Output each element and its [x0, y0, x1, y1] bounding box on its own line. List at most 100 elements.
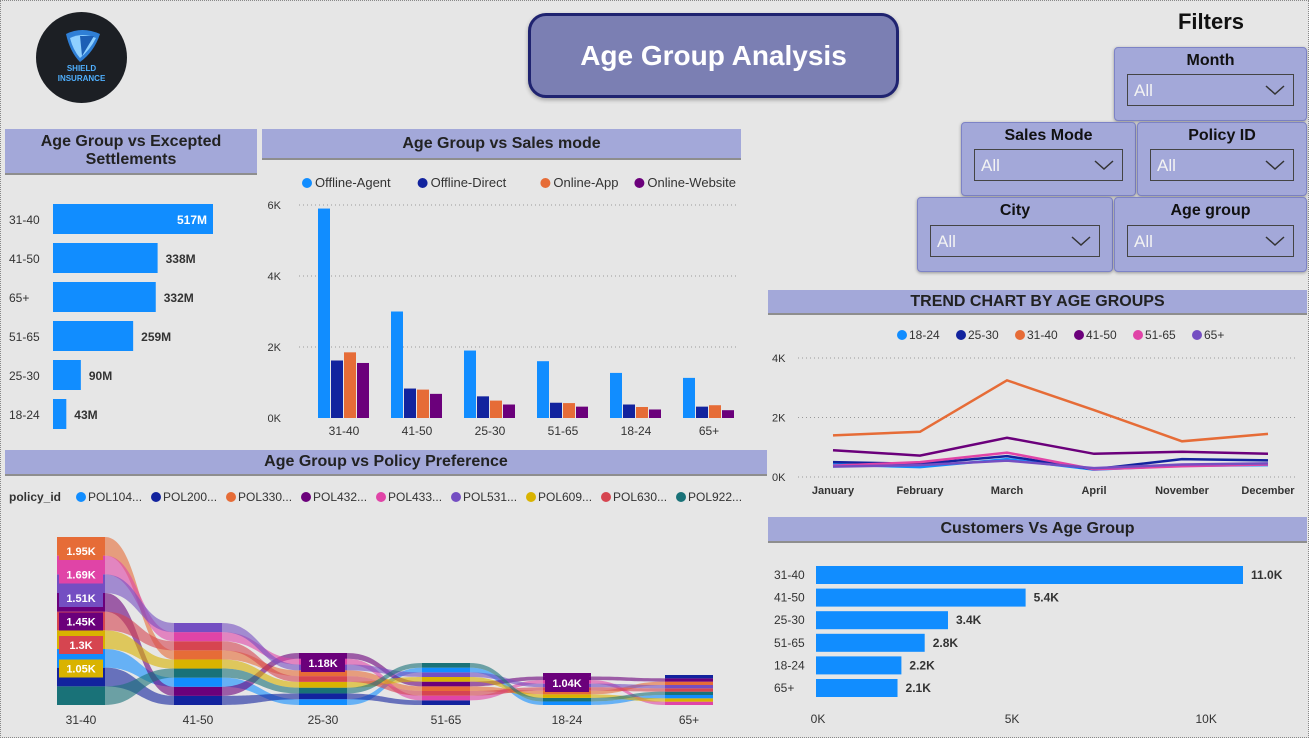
bar	[816, 566, 1243, 584]
ribbon-segment	[299, 699, 347, 705]
y-tick-label: 6K	[268, 200, 282, 212]
x-tick-label: 25-30	[308, 713, 339, 727]
legend-marker	[451, 492, 461, 502]
filter-month-label: Month	[1186, 52, 1235, 69]
bar	[610, 372, 622, 418]
data-label-box	[59, 589, 103, 607]
ribbon-segment	[422, 672, 470, 677]
bar	[417, 389, 429, 418]
series-line	[832, 436, 1269, 457]
x-tick-label: 41-50	[402, 424, 433, 438]
bar	[563, 403, 575, 418]
logo-line-2: INSURANCE	[57, 74, 106, 83]
ribbon-segment	[299, 693, 347, 700]
ribbon-segment	[665, 695, 713, 699]
data-label-box	[59, 565, 103, 584]
ribbon	[591, 683, 665, 689]
ribbon	[591, 691, 665, 702]
trend-line-chart: 18-24 25-30 31-40 41-50 51-65 65+ 0K 2K 4K Januar…	[772, 328, 1298, 497]
filter-sales-mode: Sales Mode All	[961, 122, 1136, 196]
chevron-down-icon	[1265, 160, 1285, 171]
ribbon	[470, 672, 543, 688]
x-tick-label: March	[991, 485, 1024, 497]
ribbon-segment	[422, 695, 470, 701]
data-label: 2.2K	[909, 658, 935, 672]
bar	[816, 611, 948, 630]
series-line	[832, 378, 1269, 443]
month-dropdown[interactable]: All	[1127, 74, 1294, 106]
logo-line-1: SHIELD	[66, 64, 97, 73]
ribbon-segment	[543, 697, 591, 702]
legend-label: Online-Website	[647, 175, 736, 190]
legend-label: Offline-Direct	[431, 175, 507, 190]
ribbon-segment	[543, 690, 591, 695]
ribbon-segment	[174, 677, 222, 687]
bar	[722, 410, 734, 418]
ribbon	[105, 668, 174, 705]
sales-mode-bar-chart: Offline-Agent Offline-Direct Online-App Onl…	[268, 175, 737, 438]
sales-mode-dropdown[interactable]: All	[974, 149, 1123, 181]
legend-label: 65+	[1204, 328, 1224, 342]
ribbon-segment	[543, 694, 591, 698]
data-label: 1.3K	[69, 640, 92, 652]
ribbon-segment	[57, 686, 105, 705]
ribbon-segment	[299, 670, 347, 677]
bar	[537, 361, 549, 418]
legend-marker	[302, 178, 312, 188]
x-tick-label: 0K	[811, 712, 826, 726]
ribbon-segment	[665, 675, 713, 679]
filters-heading: Filters	[1177, 9, 1245, 34]
filter-month: Month All	[1114, 47, 1307, 121]
policy-id-dropdown-value: All	[1157, 156, 1176, 175]
bar	[490, 400, 502, 418]
ribbon-segment	[665, 701, 713, 705]
ribbon-segment	[665, 688, 713, 692]
age-group-dropdown-value: All	[1134, 232, 1153, 251]
legend-marker	[634, 178, 645, 188]
bar	[53, 243, 158, 273]
x-tick-label: November	[1155, 485, 1210, 497]
legend-marker	[956, 330, 966, 340]
bar	[623, 404, 635, 418]
legend-label: POL922...	[688, 490, 742, 504]
ribbon-segment	[422, 663, 470, 668]
ribbon	[222, 668, 299, 694]
data-label-box	[59, 612, 103, 631]
bar	[344, 352, 356, 418]
data-label-box	[59, 542, 103, 560]
city-dropdown[interactable]: All	[930, 225, 1100, 257]
x-tick-label: 65+	[679, 713, 699, 727]
legend-label: 31-40	[1027, 328, 1058, 342]
ribbon-segment	[665, 678, 713, 682]
bar	[391, 311, 403, 418]
bar	[53, 321, 134, 351]
ribbon	[222, 659, 299, 688]
filter-city: City All	[917, 197, 1113, 272]
data-label: 338M	[166, 252, 196, 266]
y-tick-label: 2K	[268, 342, 282, 354]
legend-marker	[417, 178, 428, 188]
ribbon-segment	[422, 686, 470, 691]
x-tick-label: 41-50	[183, 713, 214, 727]
legend-label: Online-App	[553, 175, 618, 190]
bar	[464, 350, 476, 418]
bar	[318, 208, 330, 418]
legend-label: POL433...	[388, 490, 442, 504]
legend-label: 41-50	[1086, 328, 1117, 342]
age-group-dropdown[interactable]: All	[1127, 225, 1294, 257]
chevron-down-icon	[1094, 160, 1114, 171]
category-label: 25-30	[774, 613, 805, 627]
ribbon-segment	[665, 691, 713, 695]
ribbon	[470, 663, 543, 702]
ribbon-segment	[174, 632, 222, 642]
ribbon-segment	[174, 650, 222, 660]
x-tick-label: December	[1241, 485, 1295, 497]
ribbon	[222, 641, 299, 682]
bar	[696, 406, 708, 418]
data-label: 11.0K	[1251, 568, 1283, 582]
policy-id-dropdown[interactable]: All	[1150, 149, 1294, 181]
data-label: 1.95K	[66, 546, 95, 558]
page-title: Age Group Analysis	[528, 13, 899, 98]
filter-age-group: Age group All	[1114, 197, 1307, 272]
bar	[816, 679, 898, 697]
